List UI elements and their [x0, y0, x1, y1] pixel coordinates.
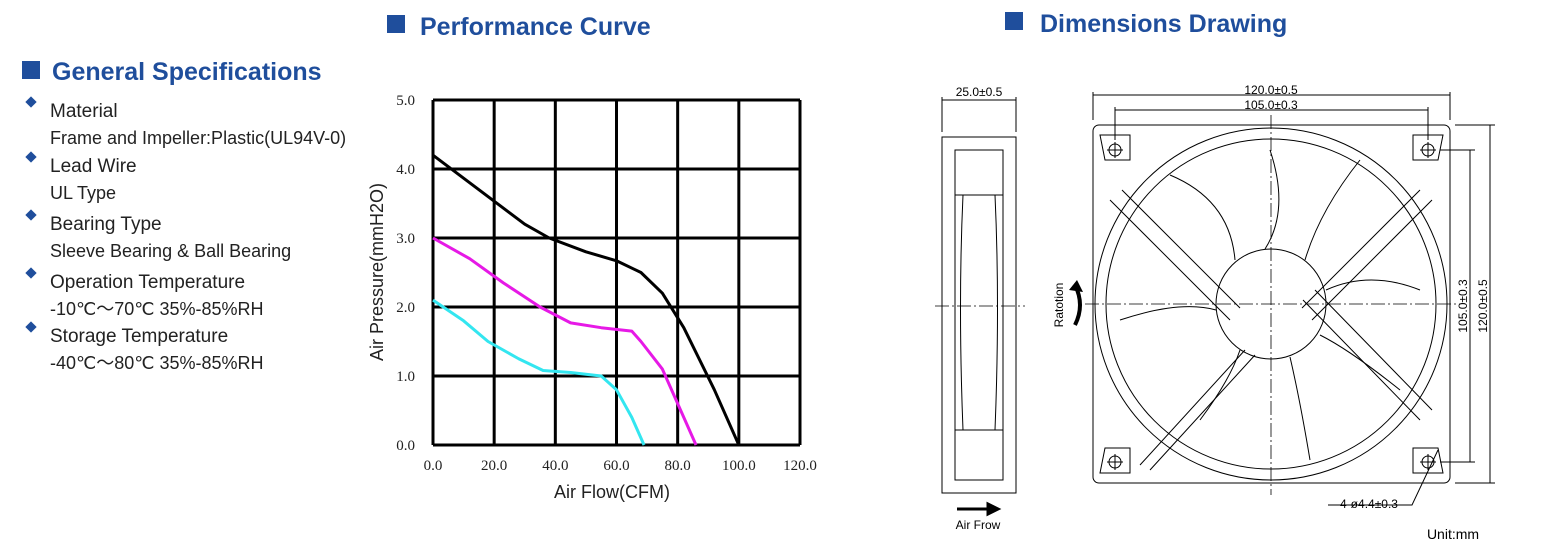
- y-tick-label: 4.0: [396, 162, 415, 178]
- spec-value: -10℃～70℃ 35%-85%RH: [50, 299, 264, 319]
- depth-dimension: 25.0±0.5: [956, 85, 1003, 99]
- height-dimension: 120.0±0.5: [1476, 279, 1490, 333]
- y-tick-label: 1.0: [396, 369, 415, 385]
- spec-value: Sleeve Bearing & Ball Bearing: [50, 241, 291, 261]
- hole-dimension: 4-ø4.4±0.3: [1340, 497, 1398, 511]
- spec-value: -40℃～80℃ 35%-85%RH: [50, 353, 264, 373]
- spec-label: Operation Temperature: [50, 272, 245, 293]
- x-axis-label: Air Flow(CFM): [554, 482, 670, 502]
- chart-title: Performance Curve: [420, 13, 651, 41]
- bullet: [25, 151, 37, 163]
- dimensions-title: Dimensions Drawing: [1040, 10, 1287, 38]
- hole-spacing-y: 105.0±0.3: [1456, 279, 1470, 333]
- bullet: [25, 267, 37, 279]
- air-flow-label: Air Frow: [956, 518, 1001, 532]
- spec-value: Frame and Impeller:Plastic(UL94V-0): [50, 128, 346, 148]
- y-tick-label: 0.0: [396, 438, 415, 454]
- side-view: 25.0±0.5 Air Frow: [935, 85, 1025, 532]
- spec-label: Storage Temperature: [50, 326, 228, 347]
- x-tick-label: 20.0: [481, 458, 507, 474]
- spec-label: Lead Wire: [50, 156, 137, 177]
- x-tick-label: 60.0: [603, 458, 629, 474]
- y-axis-label: Air Pressure(mmH2O): [367, 183, 387, 361]
- curve: [432, 236, 698, 446]
- specs-title: General Specifications: [52, 58, 322, 86]
- bullet: [25, 321, 37, 333]
- chart: 0.0 20.0 40.0 60.0 80.0 100.0 120.0 0.0 1.0 2.0 3.…: [396, 93, 817, 474]
- y-tick-label: 5.0: [396, 93, 415, 109]
- unit-label: Unit:mm: [1427, 526, 1479, 542]
- title-square: [387, 15, 405, 33]
- spec-label: Bearing Type: [50, 214, 162, 235]
- bullet: [25, 96, 37, 108]
- x-tick-label: 120.0: [783, 458, 817, 474]
- spec-value: UL Type: [50, 183, 116, 203]
- x-tick-label: 100.0: [722, 458, 756, 474]
- title-square: [1005, 12, 1023, 30]
- x-tick-label: 80.0: [665, 458, 691, 474]
- curve: [432, 298, 646, 446]
- width-dimension: 120.0±0.5: [1244, 83, 1298, 97]
- rotation-label: Ratotion: [1052, 283, 1066, 328]
- hole-spacing-x: 105.0±0.3: [1244, 98, 1298, 112]
- y-tick-label: 3.0: [396, 231, 415, 247]
- bullet: [25, 209, 37, 221]
- front-view: 120.0±0.5 105.0±0.3 105.0±0.3 120.0±0.5 …: [1052, 83, 1495, 542]
- spec-list: Material Frame and Impeller:Plastic(UL94V…: [25, 96, 346, 373]
- spec-label: Material: [50, 101, 118, 122]
- x-tick-label: 40.0: [542, 458, 568, 474]
- title-square: [22, 61, 40, 79]
- x-tick-label: 0.0: [424, 458, 443, 474]
- y-tick-label: 2.0: [396, 300, 415, 316]
- curve: [432, 154, 741, 446]
